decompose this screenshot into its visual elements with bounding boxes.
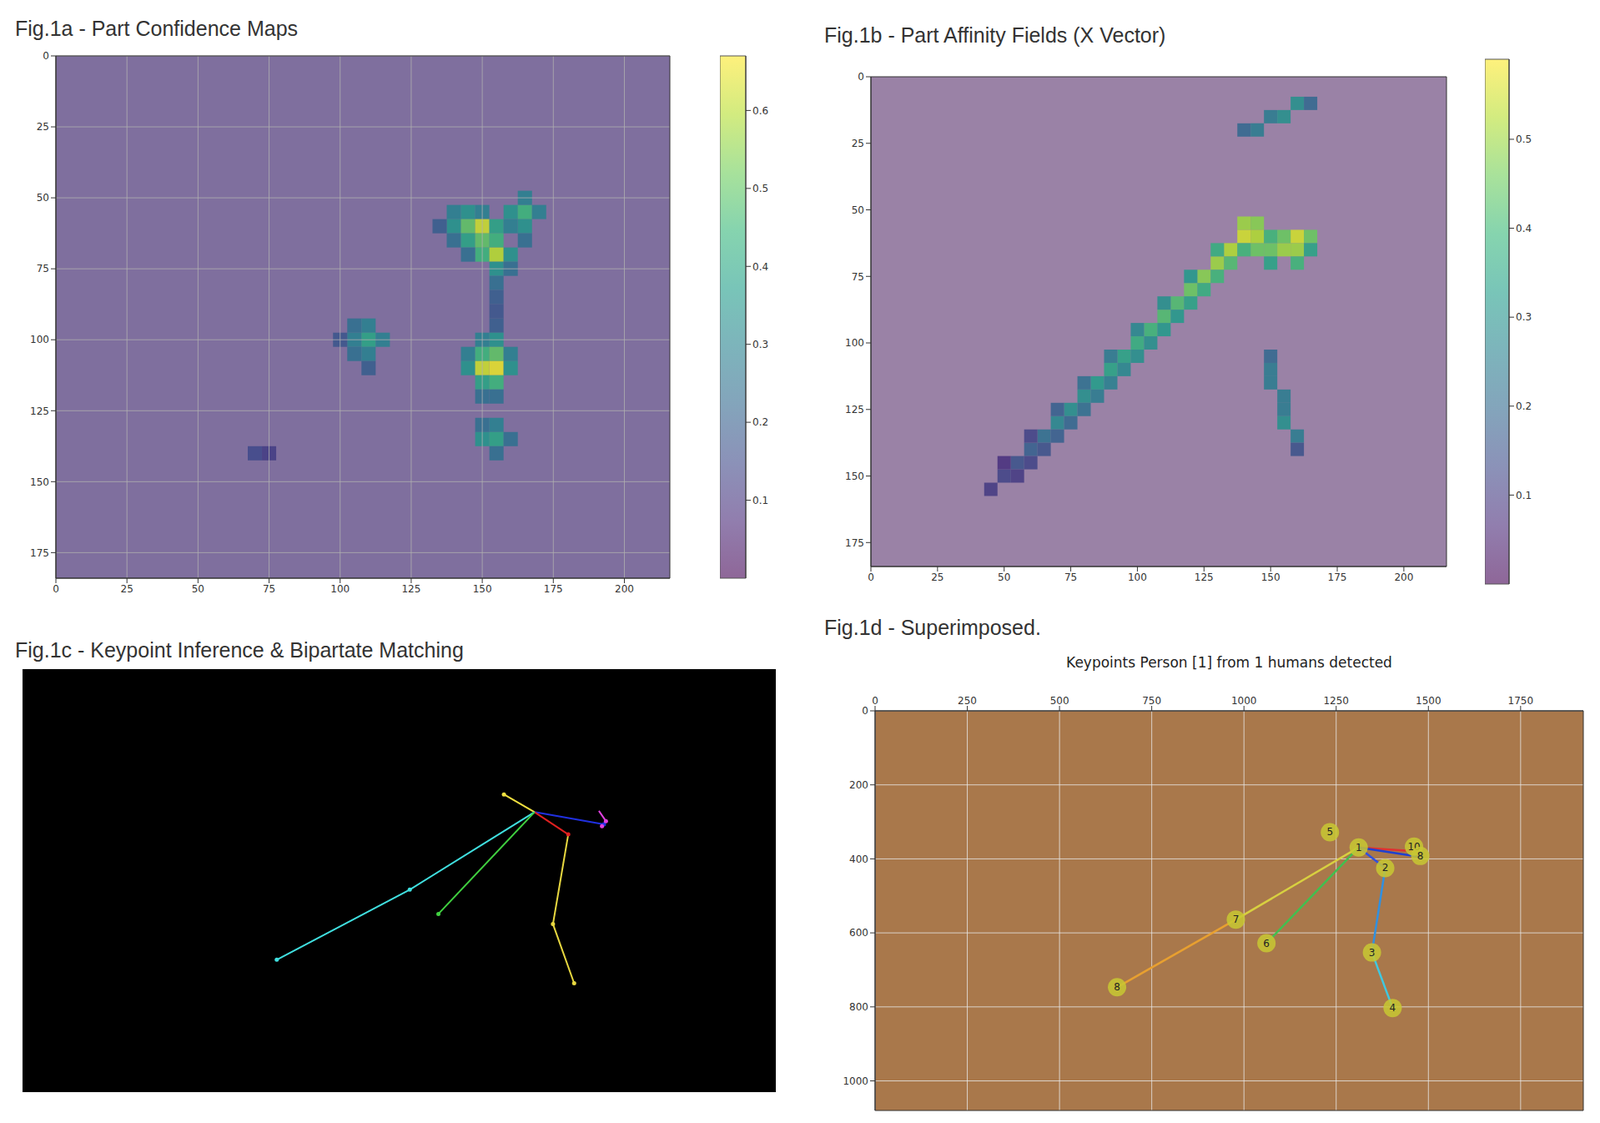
svg-text:0: 0 — [857, 70, 865, 83]
svg-text:4: 4 — [1389, 1001, 1397, 1014]
svg-text:150: 150 — [845, 470, 865, 483]
svg-text:100: 100 — [30, 333, 50, 346]
svg-text:0.1: 0.1 — [1515, 489, 1532, 502]
svg-text:1500: 1500 — [1415, 694, 1442, 707]
svg-text:75: 75 — [36, 262, 50, 275]
svg-text:10: 10 — [1407, 840, 1421, 853]
svg-text:2: 2 — [1382, 861, 1389, 874]
svg-text:500: 500 — [1050, 694, 1070, 707]
svg-text:400: 400 — [849, 853, 869, 866]
html-text:Fig.1b - Part Affinity Fields: Fig.1b - Part Affinity Fields (X Vector) — [824, 23, 1166, 47]
svg-text:175: 175 — [1328, 571, 1348, 584]
svg-text:750: 750 — [1142, 694, 1162, 707]
svg-text:1000: 1000 — [1231, 694, 1258, 707]
svg-text:0.1: 0.1 — [752, 494, 769, 507]
svg-text:600: 600 — [849, 926, 869, 939]
svg-text:1750: 1750 — [1508, 694, 1535, 707]
svg-text:0.3: 0.3 — [1515, 311, 1532, 323]
svg-text:0.5: 0.5 — [752, 182, 769, 195]
svg-text:150: 150 — [30, 476, 50, 489]
svg-text:175: 175 — [30, 547, 50, 559]
svg-text:100: 100 — [330, 583, 350, 595]
svg-text:8: 8 — [1113, 981, 1121, 993]
svg-text:200: 200 — [849, 779, 869, 791]
svg-text:3: 3 — [1368, 946, 1376, 959]
svg-text:125: 125 — [30, 405, 50, 418]
svg-text:0: 0 — [42, 50, 50, 62]
svg-text:0.4: 0.4 — [1515, 222, 1532, 235]
svg-text:175: 175 — [543, 583, 564, 595]
svg-text:7: 7 — [1232, 913, 1240, 926]
svg-text:200: 200 — [1393, 571, 1414, 584]
svg-text:1000: 1000 — [842, 1075, 869, 1087]
svg-text:125: 125 — [1194, 571, 1214, 584]
svg-text:0.5: 0.5 — [1515, 133, 1532, 146]
svg-text:75: 75 — [262, 583, 276, 595]
svg-text:250: 250 — [957, 694, 977, 707]
svg-text:25: 25 — [930, 571, 944, 584]
svg-text:0.3: 0.3 — [752, 338, 769, 351]
svg-text:0: 0 — [52, 583, 60, 595]
svg-text:75: 75 — [851, 271, 865, 283]
svg-text:150: 150 — [1261, 571, 1281, 584]
svg-text:0.2: 0.2 — [752, 416, 769, 428]
html-text:Fig.1c - Keypoint Inference &: Fig.1c - Keypoint Inference & Bipartate … — [15, 638, 464, 662]
svg-text:0: 0 — [871, 694, 879, 707]
svg-text:150: 150 — [472, 583, 493, 595]
svg-text:0.2: 0.2 — [1515, 400, 1532, 413]
svg-text:50: 50 — [851, 204, 865, 217]
svg-text:0: 0 — [861, 704, 869, 717]
svg-text:8: 8 — [1417, 850, 1424, 862]
svg-text:0.4: 0.4 — [752, 261, 769, 273]
svg-text:200: 200 — [614, 583, 634, 595]
svg-text:5: 5 — [1326, 825, 1334, 838]
svg-text:100: 100 — [845, 337, 865, 349]
svg-text:100: 100 — [1127, 571, 1148, 584]
svg-text:0.6: 0.6 — [752, 105, 769, 117]
html-text:Fig.1a - Part Confidence Maps: Fig.1a - Part Confidence Maps — [15, 16, 298, 41]
svg-text:800: 800 — [849, 1001, 869, 1013]
svg-text:50: 50 — [36, 191, 50, 204]
html-text:Fig.1d - Superimposed.: Fig.1d - Superimposed. — [824, 615, 1042, 639]
html-text:Keypoints Person [1] from 1 hu: Keypoints Person [1] from 1 humans detec… — [1066, 654, 1393, 671]
svg-text:25: 25 — [120, 583, 134, 595]
svg-text:25: 25 — [851, 137, 865, 150]
svg-text:125: 125 — [845, 403, 865, 416]
svg-text:175: 175 — [845, 537, 865, 549]
svg-text:75: 75 — [1064, 571, 1077, 584]
svg-text:50: 50 — [191, 583, 205, 595]
svg-text:6: 6 — [1262, 937, 1270, 950]
svg-text:25: 25 — [36, 120, 50, 133]
svg-text:50: 50 — [997, 571, 1011, 584]
svg-text:0: 0 — [867, 571, 875, 584]
svg-text:1: 1 — [1355, 841, 1363, 854]
svg-text:1250: 1250 — [1323, 694, 1349, 707]
svg-text:125: 125 — [401, 583, 421, 595]
